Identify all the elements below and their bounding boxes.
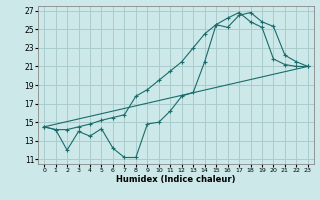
X-axis label: Humidex (Indice chaleur): Humidex (Indice chaleur): [116, 175, 236, 184]
